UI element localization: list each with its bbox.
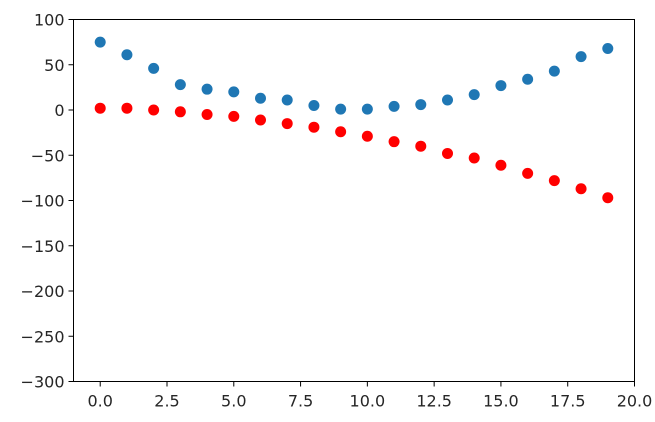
x-tick-label: 12.5 [416, 392, 452, 411]
y-tick-label: −50 [31, 146, 65, 165]
x-tick-label: 0.0 [87, 392, 112, 411]
data-point [255, 114, 266, 126]
y-tick-label: 100 [34, 11, 65, 30]
data-point [522, 73, 534, 85]
y-tick-label: −100 [21, 192, 65, 211]
data-point [602, 42, 614, 54]
data-point [228, 110, 240, 122]
data-point [228, 86, 240, 98]
data-point [148, 104, 160, 116]
data-point [522, 167, 534, 179]
data-point [468, 152, 480, 164]
data-point [548, 175, 560, 187]
data-point [148, 62, 160, 74]
data-point [94, 36, 106, 48]
x-tick-label: 2.5 [154, 392, 179, 411]
data-points [94, 36, 614, 204]
data-point [442, 147, 453, 159]
data-point [415, 140, 427, 152]
data-point [602, 192, 614, 204]
data-point [495, 159, 507, 171]
series-1 [94, 102, 614, 204]
data-point [174, 79, 186, 91]
data-point [121, 49, 133, 61]
series-0 [94, 36, 614, 115]
data-point [308, 121, 320, 133]
y-tick-label: 0 [54, 101, 64, 120]
data-point [575, 51, 587, 63]
data-point [442, 94, 453, 106]
data-point [121, 102, 133, 114]
data-point [361, 130, 373, 142]
y-tick-label: −150 [21, 237, 65, 256]
data-point [335, 126, 347, 138]
y-tick-label: −200 [21, 282, 65, 301]
data-point [388, 100, 400, 112]
data-point [361, 103, 373, 115]
data-point [174, 106, 186, 118]
data-point [308, 99, 320, 111]
axes-frame [73, 19, 635, 382]
data-point [335, 103, 347, 115]
data-point [255, 92, 266, 104]
x-tick-label: 5.0 [221, 392, 246, 411]
y-tick-label: −250 [21, 327, 65, 346]
data-point [548, 65, 560, 77]
y-axis: 100 50 0 −50 −100 −150 −200 −250 −300 [21, 11, 74, 392]
plot-area [73, 19, 634, 381]
data-point [388, 136, 400, 148]
data-point [468, 89, 480, 101]
x-axis: 0.0 2.5 5.0 7.5 10.0 12.5 15.0 17.5 20.0 [87, 381, 653, 411]
data-point [495, 80, 507, 92]
data-point [281, 94, 293, 106]
data-point [575, 183, 587, 195]
x-tick-label: 15.0 [483, 392, 519, 411]
data-point [201, 109, 213, 121]
x-tick-label: 20.0 [617, 392, 653, 411]
y-tick-label: −300 [21, 373, 65, 392]
y-tick-label: 50 [44, 56, 64, 75]
data-point [415, 99, 427, 111]
x-tick-label: 7.5 [288, 392, 313, 411]
x-tick-label: 17.5 [550, 392, 586, 411]
x-tick-label: 10.0 [350, 392, 386, 411]
data-point [281, 118, 293, 130]
data-point [201, 83, 213, 95]
data-point [94, 102, 106, 114]
